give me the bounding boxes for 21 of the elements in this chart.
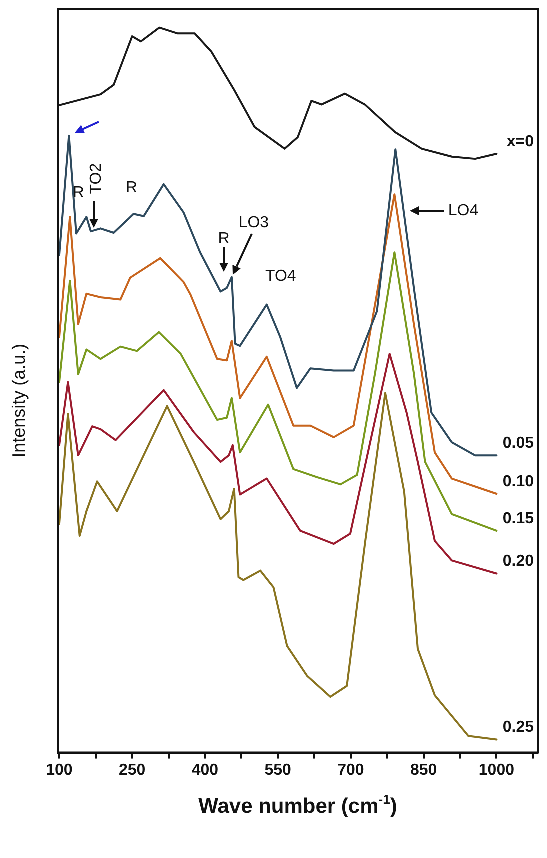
x-tick-label: 700 (338, 762, 364, 779)
series-label: 0.20 (502, 553, 534, 570)
series-label: x=0 (506, 133, 534, 150)
x-tick-label: 100 (46, 762, 73, 779)
annotation: R (218, 230, 230, 248)
series-label: 0.10 (502, 473, 534, 490)
x-tick-label: 850 (410, 762, 438, 779)
annotation: R (126, 180, 138, 197)
x-tick-label: 1000 (478, 762, 515, 779)
annotation: R (72, 184, 84, 202)
x-tick-label: 550 (264, 762, 292, 779)
series-label: 0.25 (502, 719, 534, 736)
y-axis-title: Intensity (a.u.) (8, 344, 29, 458)
series-label: 0.05 (502, 434, 534, 452)
annotation: LO3 (238, 214, 270, 232)
annotation: TO2 (88, 163, 105, 194)
annotation: LO4 (448, 202, 479, 220)
x-tick-label: 250 (118, 762, 146, 779)
x-tick-label: 400 (192, 762, 219, 779)
series-label: 0.15 (502, 510, 534, 528)
annotation: TO4 (265, 268, 296, 286)
